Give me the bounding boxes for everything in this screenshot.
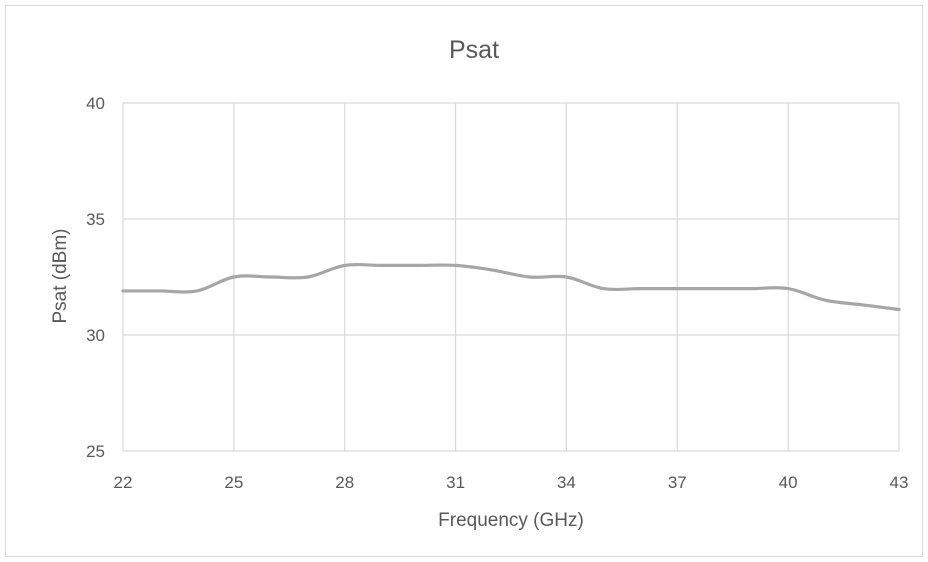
y-axis-title: Psat (dBm) (50, 228, 71, 323)
y-tick-label-35: 35 (86, 210, 105, 229)
series-line-0 (121, 262, 901, 312)
x-tick-label-34: 34 (557, 473, 576, 492)
chart-title: Psat (449, 36, 499, 64)
x-tick-label-31: 31 (446, 473, 465, 492)
x-axis-title: Frequency (GHz) (438, 510, 584, 531)
x-tick-label-22: 22 (114, 473, 133, 492)
x-tick-label-28: 28 (335, 473, 354, 492)
x-tick-label-43: 43 (890, 473, 909, 492)
y-tick-label-25: 25 (86, 442, 105, 461)
chart-frame (5, 5, 923, 557)
y-tick-label-40: 40 (86, 94, 105, 113)
x-tick-label-37: 37 (668, 473, 687, 492)
x-axis-tick-labels: 22 25 28 31 34 37 40 43 (114, 473, 909, 492)
x-tick-label-40: 40 (779, 473, 798, 492)
horizontal-gridlines (123, 102, 899, 452)
x-tick-label-25: 25 (224, 473, 243, 492)
y-tick-label-30: 30 (86, 326, 105, 345)
series-layer (121, 262, 901, 312)
y-axis-tick-labels: 25 30 35 40 (86, 94, 105, 461)
